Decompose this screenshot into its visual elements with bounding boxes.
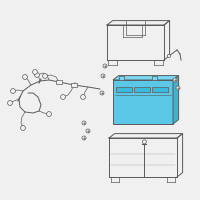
Circle shape xyxy=(21,126,25,130)
Circle shape xyxy=(82,121,86,125)
Circle shape xyxy=(100,91,104,95)
Circle shape xyxy=(173,78,177,82)
Polygon shape xyxy=(113,80,173,124)
Circle shape xyxy=(47,112,51,116)
FancyBboxPatch shape xyxy=(119,76,124,80)
FancyBboxPatch shape xyxy=(116,87,132,92)
Polygon shape xyxy=(173,76,179,124)
Circle shape xyxy=(33,70,37,74)
FancyBboxPatch shape xyxy=(152,87,168,92)
Circle shape xyxy=(11,89,15,93)
Circle shape xyxy=(81,95,85,99)
FancyBboxPatch shape xyxy=(134,87,150,92)
Circle shape xyxy=(23,75,27,79)
Circle shape xyxy=(167,54,171,58)
Circle shape xyxy=(142,140,146,144)
Circle shape xyxy=(8,101,12,105)
Circle shape xyxy=(61,95,65,99)
FancyBboxPatch shape xyxy=(152,76,157,80)
FancyBboxPatch shape xyxy=(56,80,62,84)
FancyBboxPatch shape xyxy=(71,83,77,87)
Circle shape xyxy=(176,86,180,90)
Polygon shape xyxy=(113,76,179,80)
Circle shape xyxy=(103,64,107,68)
Circle shape xyxy=(82,136,86,140)
Circle shape xyxy=(35,73,39,77)
Circle shape xyxy=(86,129,90,133)
Circle shape xyxy=(43,74,47,78)
Circle shape xyxy=(101,74,105,78)
